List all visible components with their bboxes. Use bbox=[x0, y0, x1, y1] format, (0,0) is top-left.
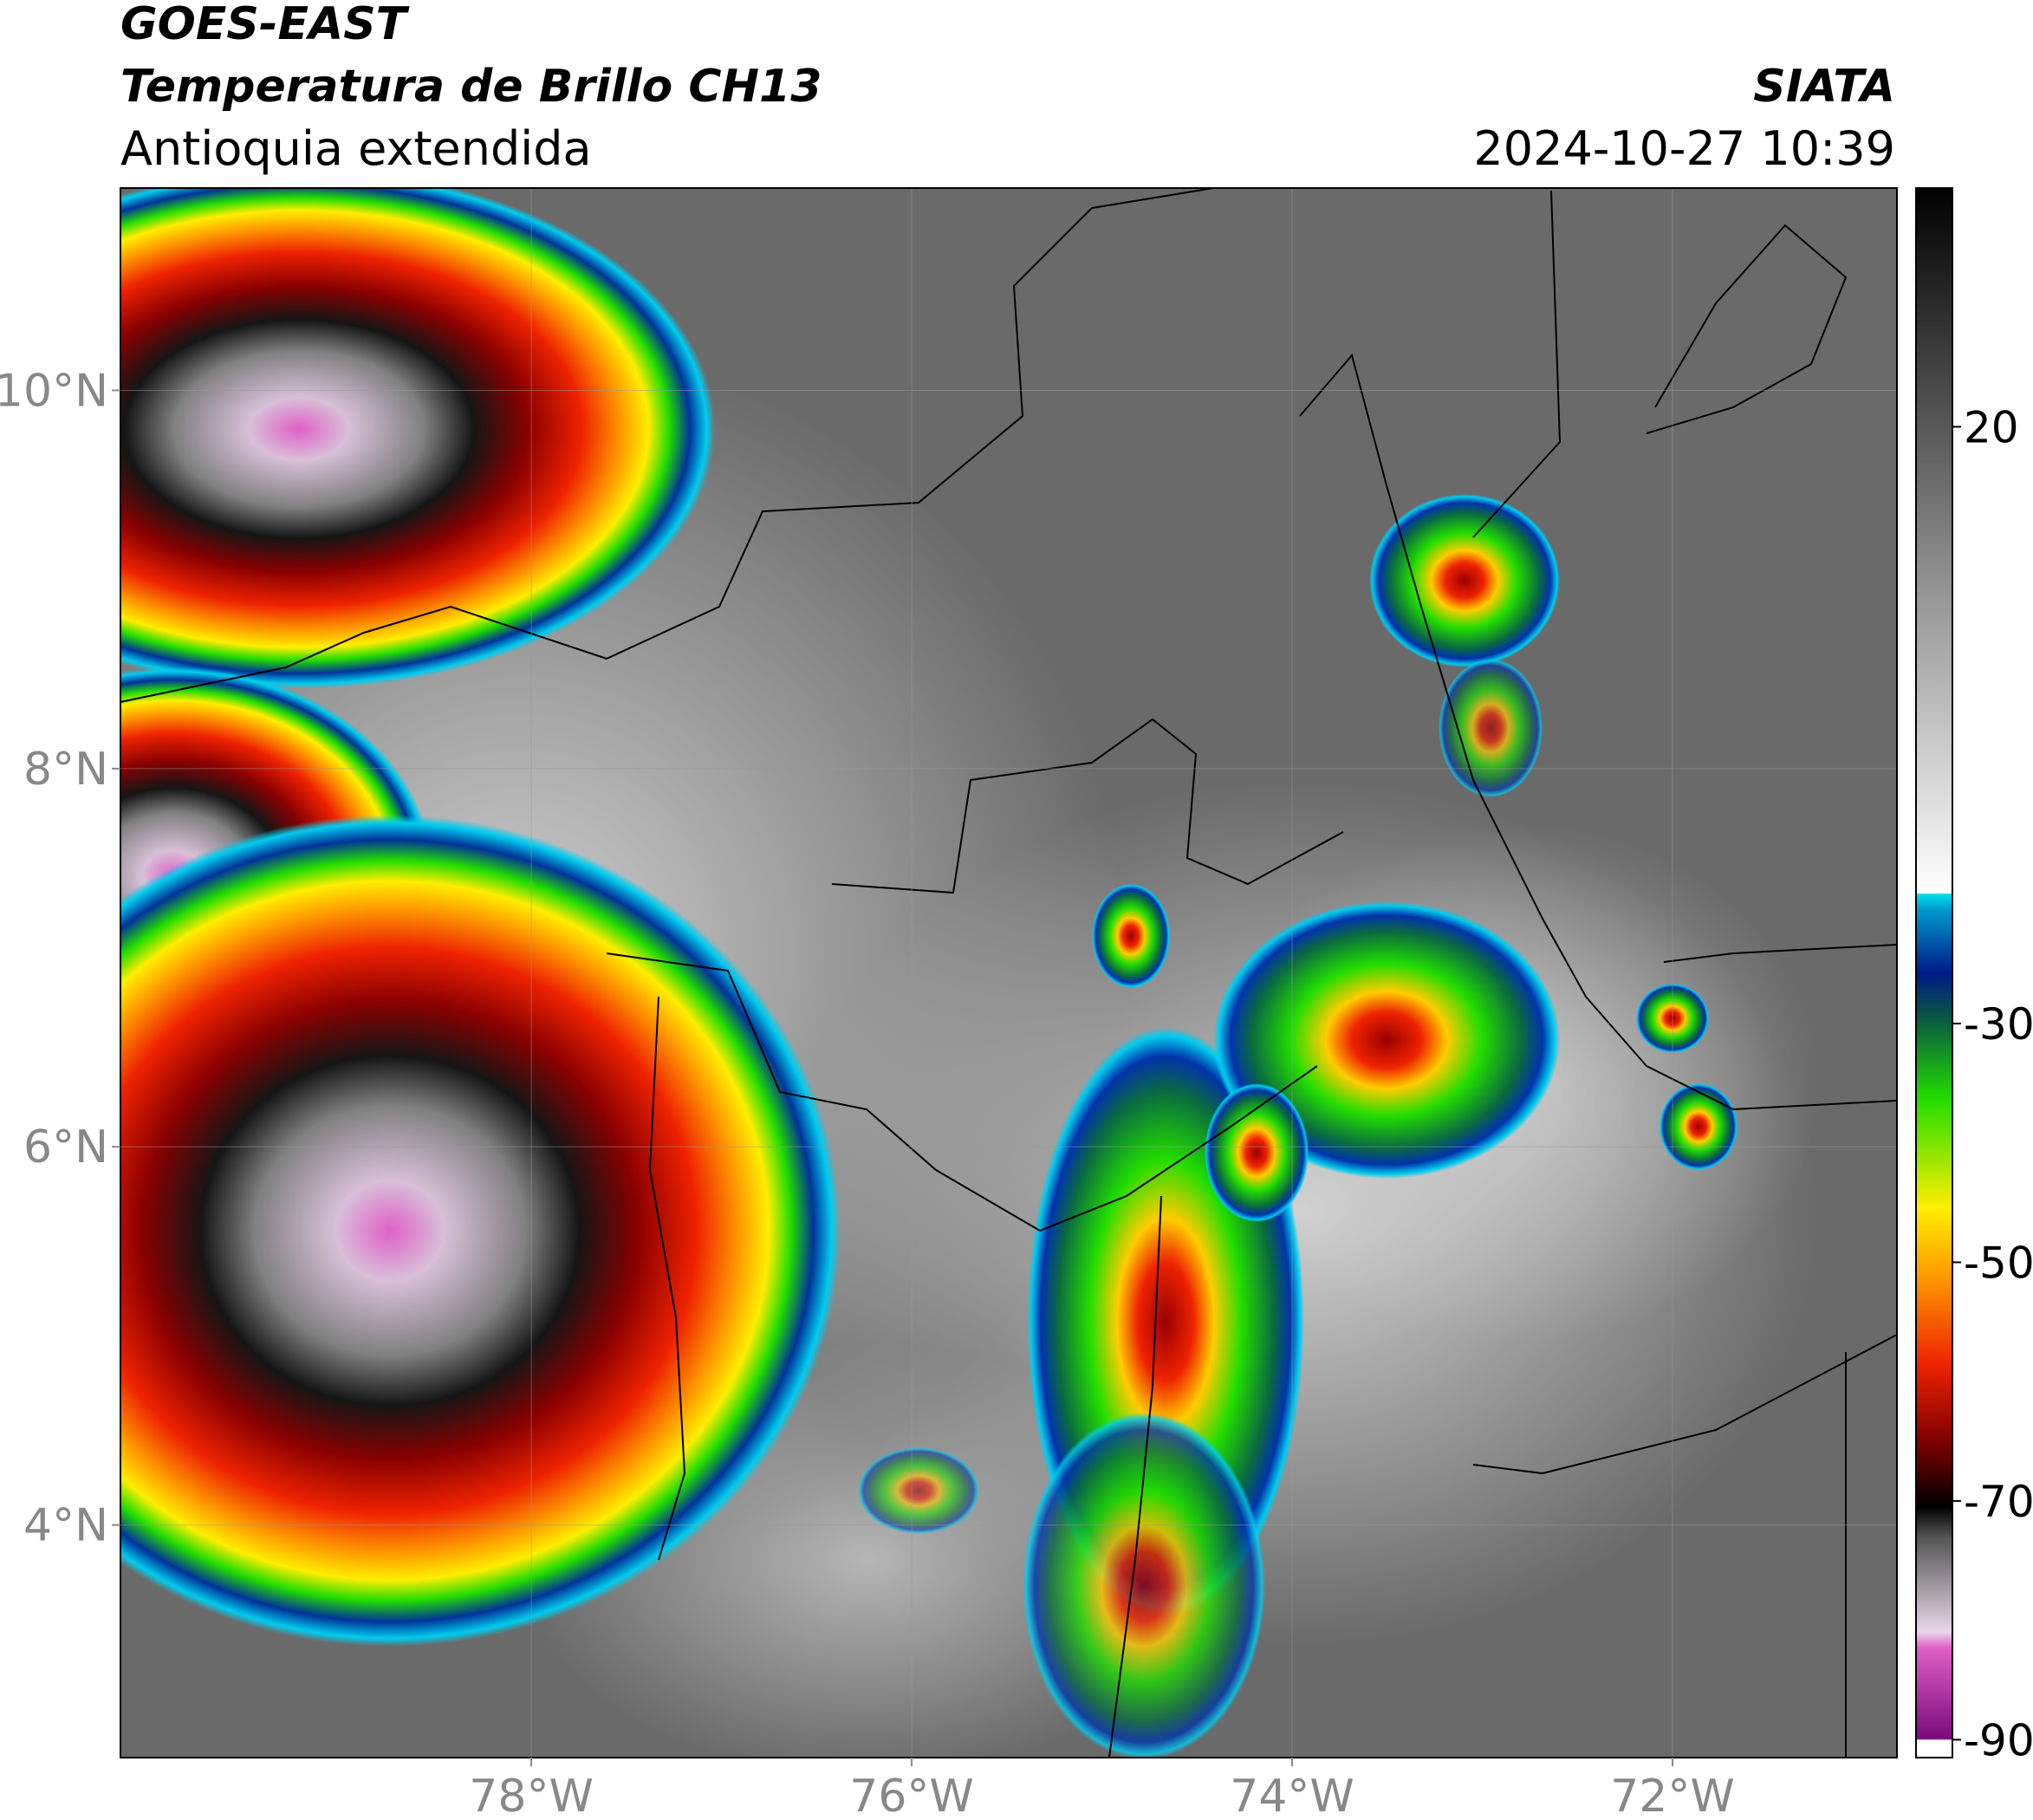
y-tick-label: 10°N bbox=[0, 365, 108, 417]
title: GOES-EAST bbox=[120, 0, 410, 50]
y-tick-label: 4°N bbox=[23, 1500, 108, 1552]
x-tick-label: 72°W bbox=[1610, 1771, 1735, 1820]
x-tick-label: 78°W bbox=[469, 1771, 594, 1820]
ticks: 78°W 76°W 74°W 72°W 4°N 6°N 8°N 10°N bbox=[0, 365, 1735, 1820]
y-tick-label: 8°N bbox=[23, 744, 108, 796]
subtitle: Temperatura de Brillo CH13 bbox=[120, 61, 822, 113]
colorbar-tick-label: -50 bbox=[1964, 1238, 2033, 1288]
map-frame bbox=[120, 187, 1898, 1758]
colorbar-tick-label: 20 bbox=[1964, 402, 2019, 452]
source: SIATA bbox=[1753, 61, 1895, 113]
colorbar bbox=[1915, 187, 1953, 1758]
colorbar-tick-label: -30 bbox=[1964, 999, 2033, 1050]
satellite-image bbox=[120, 188, 1897, 1758]
grid bbox=[120, 188, 1897, 1758]
colorbar-tick-label: -90 bbox=[1964, 1715, 2033, 1765]
region: Antioquia extendida bbox=[120, 121, 592, 176]
x-tick-label: 76°W bbox=[849, 1771, 974, 1820]
colorbar-tick-label: -70 bbox=[1964, 1477, 2033, 1527]
datetime: 2024-10-27 10:39 bbox=[1473, 121, 1895, 176]
y-tick-label: 6°N bbox=[23, 1121, 108, 1173]
x-tick-label: 74°W bbox=[1230, 1771, 1354, 1820]
colorbar-ticks: 20 -30 -50 -70 -90 bbox=[1952, 402, 2033, 1765]
